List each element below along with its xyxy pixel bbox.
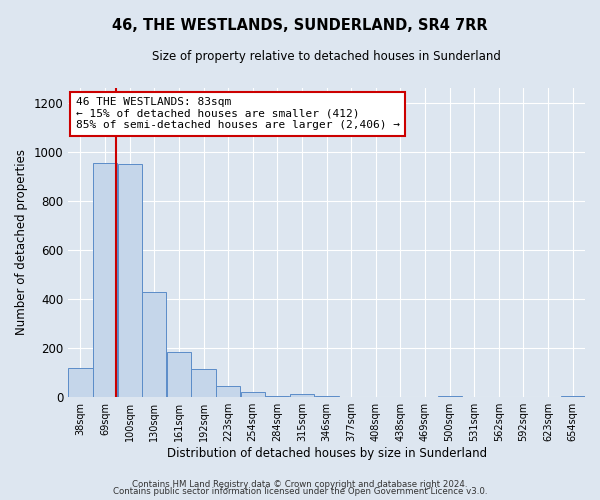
- Text: 46 THE WESTLANDS: 83sqm
← 15% of detached houses are smaller (412)
85% of semi-d: 46 THE WESTLANDS: 83sqm ← 15% of detache…: [76, 97, 400, 130]
- Bar: [167, 352, 191, 397]
- Y-axis label: Number of detached properties: Number of detached properties: [15, 150, 28, 336]
- Bar: [265, 396, 289, 397]
- X-axis label: Distribution of detached houses by size in Sunderland: Distribution of detached houses by size …: [167, 447, 487, 460]
- Bar: [290, 394, 314, 397]
- Bar: [68, 368, 92, 397]
- Bar: [142, 292, 166, 397]
- Bar: [216, 386, 240, 397]
- Text: Contains HM Land Registry data © Crown copyright and database right 2024.: Contains HM Land Registry data © Crown c…: [132, 480, 468, 489]
- Bar: [93, 162, 117, 397]
- Bar: [560, 396, 585, 397]
- Text: 46, THE WESTLANDS, SUNDERLAND, SR4 7RR: 46, THE WESTLANDS, SUNDERLAND, SR4 7RR: [112, 18, 488, 32]
- Bar: [118, 164, 142, 397]
- Title: Size of property relative to detached houses in Sunderland: Size of property relative to detached ho…: [152, 50, 501, 63]
- Bar: [241, 392, 265, 397]
- Bar: [191, 369, 215, 397]
- Bar: [314, 396, 338, 397]
- Bar: [437, 396, 461, 397]
- Text: Contains public sector information licensed under the Open Government Licence v3: Contains public sector information licen…: [113, 487, 487, 496]
